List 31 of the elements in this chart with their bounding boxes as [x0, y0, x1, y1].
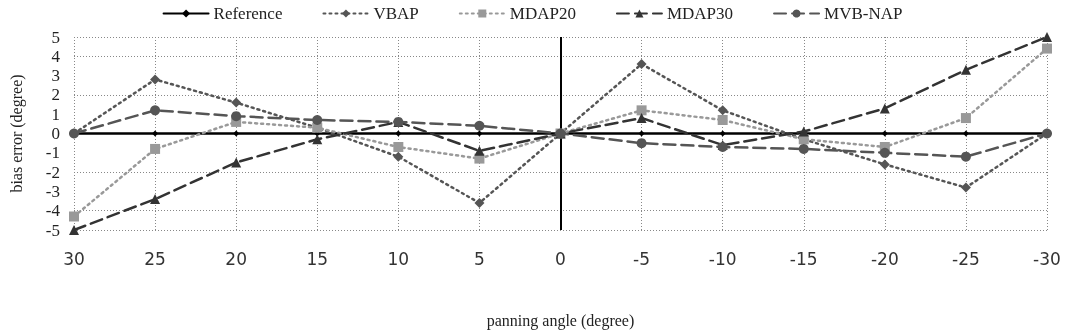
x-tick-label: -20 — [870, 248, 899, 269]
x-tick-label: 25 — [144, 248, 166, 269]
y-axis-title: bias error (degree) — [7, 74, 26, 193]
legend-label: Reference — [213, 4, 283, 23]
y-tick-label: 2 — [51, 85, 60, 105]
x-tick-label: -25 — [952, 248, 980, 269]
x-tick-label: 20 — [225, 248, 247, 269]
legend-label: MVB-NAP — [824, 4, 903, 23]
x-tick-label: -15 — [789, 248, 818, 269]
legend-label: VBAP — [373, 4, 419, 23]
y-tick-label: -4 — [45, 201, 61, 221]
y-tick-label: -1 — [45, 143, 60, 163]
y-tick-label: -5 — [45, 220, 60, 240]
y-tick-label: 1 — [51, 104, 60, 124]
y-tick-label: -3 — [45, 181, 60, 201]
x-tick-label: 0 — [555, 248, 566, 269]
x-tick-label: 10 — [387, 248, 410, 269]
x-tick-label: -5 — [633, 248, 651, 269]
y-tick-label: 5 — [51, 27, 60, 47]
y-tick-label: 4 — [51, 46, 61, 66]
y-tick-label: -2 — [45, 162, 60, 182]
x-tick-label: 5 — [474, 248, 485, 269]
y-tick-label: 3 — [51, 66, 60, 86]
x-tick-label: -10 — [708, 248, 737, 269]
x-tick-label: -30 — [1033, 248, 1061, 269]
legend-label: MDAP20 — [509, 4, 576, 23]
legend-label: MDAP30 — [666, 4, 734, 23]
y-tick-label: 0 — [51, 124, 60, 143]
x-axis-title: panning angle (degree) — [486, 311, 635, 330]
x-tick-label: 15 — [306, 248, 329, 269]
x-tick-label: 30 — [63, 248, 85, 269]
